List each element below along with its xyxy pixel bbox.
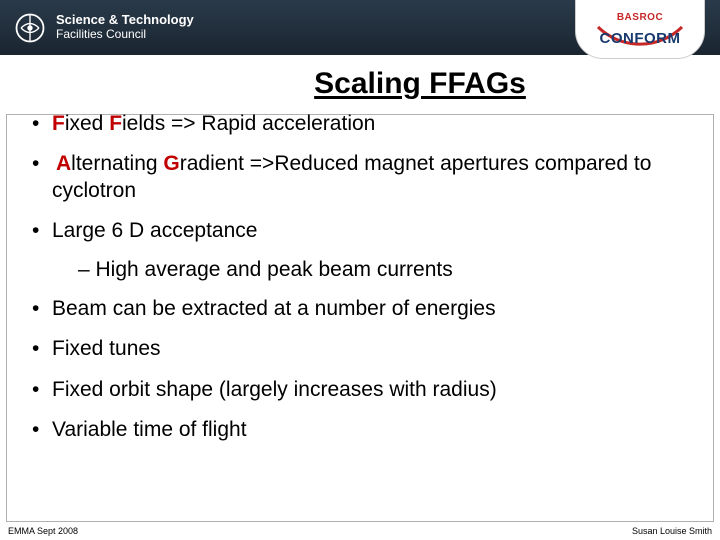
ff-t1: ixed — [65, 112, 109, 135]
stfc-logo: Science & Technology Facilities Council — [12, 10, 194, 46]
ff-t2: ields => Rapid acceleration — [122, 112, 375, 135]
bullet-6d-acceptance: Large 6 D acceptance — [30, 218, 690, 244]
ag-g: G — [163, 152, 179, 175]
slide-content: Fixed Fields => Rapid acceleration Alter… — [0, 101, 720, 443]
ff-f2: F — [109, 112, 122, 135]
basroc-logo: BASROC CONFORM — [575, 0, 705, 59]
conform-arc: CONFORM — [590, 21, 690, 49]
conform-label: CONFORM — [600, 30, 681, 47]
slide-title: Scaling FFAGs — [120, 67, 720, 101]
bullet-extracted: Beam can be extracted at a number of ene… — [30, 296, 690, 322]
bullet-fixed-orbit: Fixed orbit shape (largely increases wit… — [30, 377, 690, 403]
ff-f1: F — [52, 112, 65, 135]
header-bar: Science & Technology Facilities Council … — [0, 0, 720, 55]
footer-right: Susan Louise Smith — [632, 526, 712, 536]
stfc-text: Science & Technology Facilities Council — [56, 13, 194, 42]
stfc-line1: Science & Technology — [56, 13, 194, 28]
bullet-fixed-fields: Fixed Fields => Rapid acceleration — [30, 111, 690, 137]
bullet-variable-tof: Variable time of flight — [30, 417, 690, 443]
stfc-line2: Facilities Council — [56, 28, 194, 42]
bullet-list: Fixed Fields => Rapid acceleration Alter… — [30, 111, 690, 244]
ag-t1: lternating — [71, 152, 163, 175]
bullet-fixed-tunes: Fixed tunes — [30, 336, 690, 362]
bullet-alternating-gradient: Alternating Gradient =>Reduced magnet ap… — [30, 151, 690, 204]
bullet-list-2: Beam can be extracted at a number of ene… — [30, 296, 690, 443]
footer-left: EMMA Sept 2008 — [8, 526, 78, 536]
ag-a: A — [52, 152, 71, 175]
stfc-icon — [12, 10, 48, 46]
sub-bullet-beam-currents: – High average and peak beam currents — [30, 258, 690, 282]
